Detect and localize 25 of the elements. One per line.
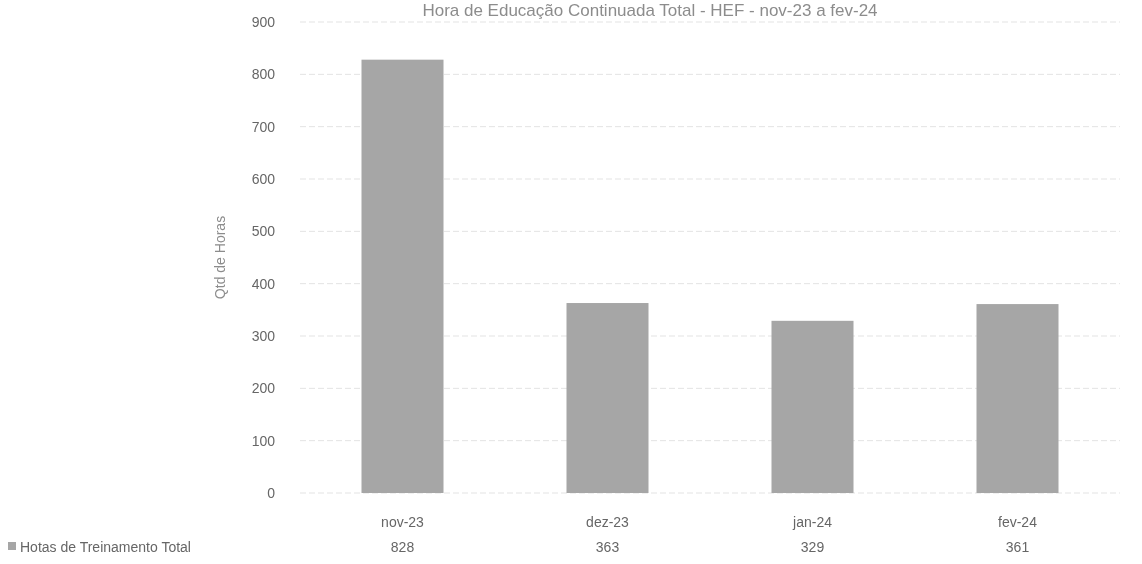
y-tick-label: 400	[251, 275, 276, 292]
x-tick-label: jan-24	[792, 514, 833, 530]
bar	[771, 320, 854, 493]
bar	[361, 59, 444, 493]
y-tick-label: 300	[251, 328, 276, 344]
y-tick-label: 700	[251, 118, 276, 135]
y-tick-label: 200	[251, 380, 276, 397]
chart-title: Hora de Educação Continuada Total - HEF - nov-23 a fev-24	[422, 1, 878, 20]
y-tick-label: 100	[251, 432, 276, 449]
y-tick-label: 500	[251, 223, 276, 240]
x-tick-label: nov-23	[381, 514, 425, 530]
x-tick-label: fev-24	[998, 514, 1038, 530]
y-tick-label: 600	[251, 171, 276, 187]
data-label: 363	[595, 539, 620, 555]
bar	[566, 303, 649, 493]
data-label: 329	[800, 539, 825, 555]
legend-label: Hotas de Treinamento Total	[20, 539, 191, 555]
x-tick-label: dez-23	[586, 514, 630, 530]
data-label: 828	[390, 539, 415, 555]
data-label: 361	[1005, 539, 1030, 555]
bar	[976, 304, 1059, 493]
y-tick-label: 0	[267, 485, 276, 501]
y-tick-label: 800	[251, 66, 276, 83]
y-tick-label: 900	[251, 14, 276, 30]
y-axis-title: Qtd de Horas	[212, 215, 228, 300]
